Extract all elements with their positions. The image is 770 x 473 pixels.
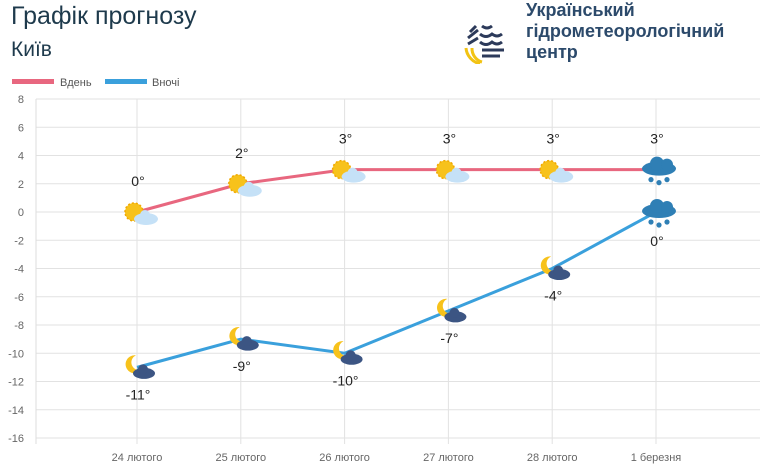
cloud-shape — [241, 336, 252, 347]
sun-cloud-icon — [435, 159, 470, 183]
cloud-shape — [661, 201, 673, 213]
rain-snow-cloud-icon — [642, 199, 676, 228]
y-tick-label: -8 — [14, 320, 24, 332]
cloud-shape — [243, 181, 254, 192]
precip-drop — [648, 219, 654, 225]
data-label: 3° — [339, 131, 352, 147]
moon-shape — [540, 256, 558, 275]
cloud-shape — [650, 199, 664, 213]
series-line-day — [136, 168, 656, 214]
cloud-shape — [553, 265, 564, 276]
sun-cloud-icon — [124, 202, 158, 225]
y-tick-label: 8 — [18, 94, 24, 106]
cloud-shape — [347, 167, 358, 178]
city-name: Київ — [11, 38, 52, 61]
moon-shape — [436, 298, 454, 317]
data-label: -11° — [126, 386, 151, 402]
data-label: -7° — [440, 330, 458, 346]
precip-drop — [656, 222, 662, 228]
moon-cloud-icon — [436, 298, 467, 323]
x-tick-label: 24 лютого — [112, 452, 163, 464]
org-name: Український гідрометеорологічний центр — [526, 0, 724, 63]
data-label: 3° — [443, 131, 456, 147]
legend-label-day[interactable]: Вдень — [60, 77, 92, 89]
moon-cloud-icon — [333, 341, 363, 365]
data-label: 0° — [131, 173, 144, 189]
org-line: Український — [526, 0, 635, 20]
x-tick-label: 28 лютого — [527, 452, 578, 464]
data-label: 0° — [650, 233, 663, 249]
legend-swatch-night[interactable] — [105, 79, 147, 84]
sun-cloud-icon — [228, 174, 262, 197]
org-line: центр — [526, 42, 578, 62]
x-tick-label: 26 лютого — [319, 452, 370, 464]
moon-shape — [333, 341, 350, 360]
page-title: Графік прогнозу — [11, 2, 197, 30]
legend: Вдень Вночі — [12, 77, 179, 89]
y-tick-label: 6 — [18, 122, 24, 134]
precip-drop — [648, 177, 654, 183]
y-tick-label: 4 — [18, 151, 24, 163]
cloud-shape — [345, 350, 356, 361]
cloud-shape — [138, 364, 148, 375]
data-label: 3° — [547, 131, 560, 147]
y-tick-label: -10 — [8, 348, 24, 360]
y-tick-label: 2 — [18, 179, 24, 191]
moon-cloud-icon — [125, 355, 155, 379]
data-label: 2° — [235, 145, 248, 161]
org-line: гідрометеорологічний — [526, 21, 725, 41]
y-tick-label: -2 — [14, 235, 24, 247]
y-tick-label: -14 — [8, 405, 24, 417]
y-tick-label: 0 — [18, 207, 24, 219]
series-line-night — [136, 210, 657, 369]
moon-shape — [125, 355, 142, 374]
precip-drop — [664, 219, 670, 225]
y-tick-label: -12 — [8, 377, 24, 389]
moon-cloud-icon — [540, 256, 571, 280]
ukrhydromet-logo — [464, 24, 504, 64]
data-label: -9° — [233, 358, 251, 374]
cloud-shape — [650, 156, 664, 171]
moon-cloud-icon — [229, 327, 259, 351]
y-tick-label: -4 — [14, 264, 24, 276]
moon-shape — [229, 327, 246, 346]
data-label: 3° — [650, 131, 663, 147]
cloud-shape — [140, 210, 150, 220]
x-tick-label: 1 березня — [631, 452, 682, 464]
cloud-shape — [555, 167, 566, 178]
legend-swatch-day[interactable] — [12, 79, 54, 84]
rain-snow-cloud-icon — [642, 156, 676, 186]
sun-cloud-icon — [539, 159, 574, 183]
precip-drop — [656, 180, 662, 186]
cloud-shape — [451, 167, 462, 178]
x-tick-label: 25 лютого — [215, 452, 266, 464]
data-label: -10° — [333, 372, 359, 388]
x-tick-label: 27 лютого — [423, 452, 474, 464]
y-tick-label: -6 — [14, 292, 24, 304]
precip-drop — [664, 177, 670, 183]
sun-cloud-icon — [331, 159, 366, 183]
data-label: -4° — [544, 288, 562, 304]
y-tick-label: -16 — [8, 433, 24, 445]
cloud-shape — [661, 158, 673, 171]
cloud-shape — [449, 307, 460, 318]
legend-label-night[interactable]: Вночі — [152, 77, 179, 89]
